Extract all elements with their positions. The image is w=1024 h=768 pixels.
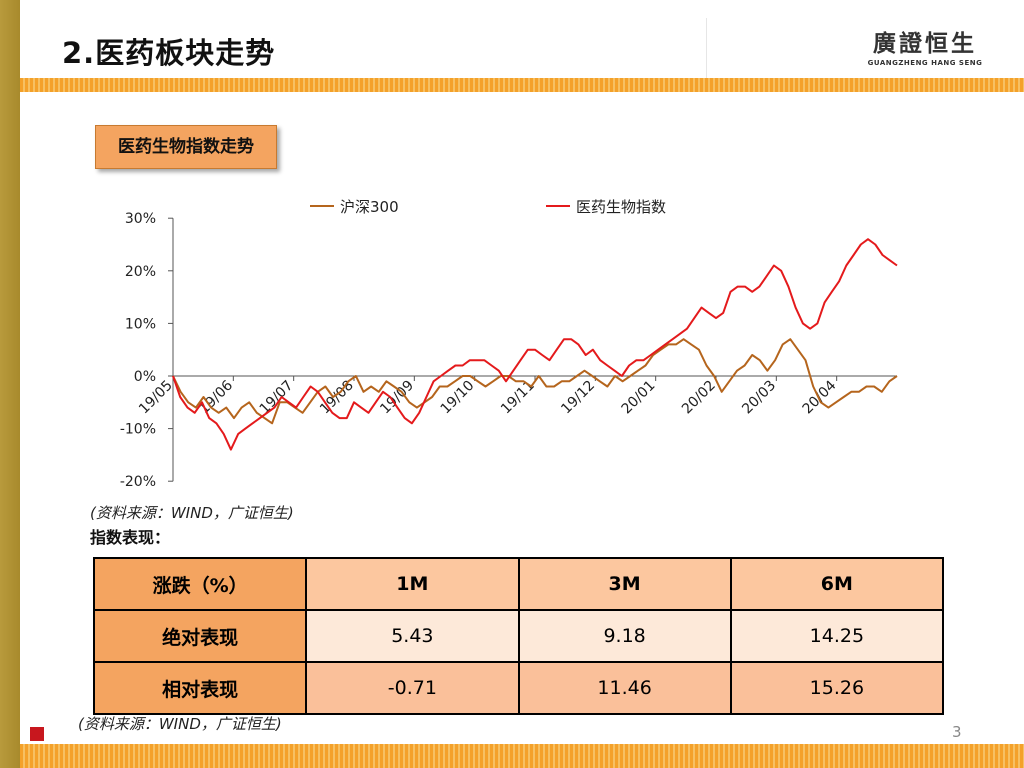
- table-header-cell: 涨跌（%）: [92, 557, 308, 611]
- y-tick-label: 0%: [134, 369, 156, 385]
- performance-title: 指数表现：: [90, 528, 171, 547]
- table-header-row: 涨跌（%） 1M 3M 6M: [92, 557, 945, 611]
- performance-table: 涨跌（%） 1M 3M 6M 绝对表现 5.43 9.18 14.25 相对表现…: [92, 557, 945, 715]
- table-header-cell: 1M: [305, 557, 520, 611]
- footer-stripe: [20, 744, 1024, 768]
- x-tick-label: 20/02: [679, 378, 719, 418]
- page-number: 3: [952, 723, 962, 741]
- table-cell: 9.18: [517, 609, 732, 663]
- table-cell: 15.26: [729, 661, 945, 715]
- logo-english-text: GUANGZHENG HANG SENG: [867, 59, 983, 67]
- table-cell: -0.71: [305, 661, 520, 715]
- y-tick-label: 10%: [125, 316, 156, 332]
- table-cell: 11.46: [517, 661, 732, 715]
- table-header-cell: 3M: [517, 557, 732, 611]
- legend-label: 医药生物指数: [576, 198, 666, 216]
- company-logo: 廣證恒生 GUANGZHENG HANG SENG: [850, 30, 1000, 67]
- x-tick-label: 19/11: [498, 378, 538, 418]
- left-accent-bar: [0, 0, 20, 768]
- table-cell: 14.25: [729, 609, 945, 663]
- x-tick-label: 19/10: [438, 378, 478, 418]
- x-tick-label: 19/09: [377, 378, 417, 418]
- table-header-cell: 6M: [729, 557, 945, 611]
- row-label: 相对表现: [92, 661, 308, 715]
- footer-red-square: [30, 727, 44, 741]
- logo-chinese-text: 廣證恒生: [873, 31, 977, 57]
- logo-separator: [706, 18, 707, 78]
- x-tick-label: 20/04: [800, 377, 840, 417]
- series-line: [172, 238, 898, 451]
- legend-label: 沪深300: [340, 198, 399, 216]
- y-tick-label: 20%: [125, 264, 156, 280]
- table-cell: 5.43: [305, 609, 520, 663]
- x-tick-label: 20/03: [739, 378, 779, 418]
- y-tick-label: -10%: [120, 422, 156, 438]
- row-label: 绝对表现: [92, 609, 308, 663]
- table-row: 相对表现 -0.71 11.46 15.26: [92, 661, 945, 715]
- table-row: 绝对表现 5.43 9.18 14.25: [92, 609, 945, 663]
- y-tick-label: -20%: [120, 474, 156, 490]
- section-label: 医药生物指数走势: [95, 125, 277, 169]
- footer-source-note: (资料来源：WIND，广证恒生): [78, 715, 282, 733]
- y-tick-label: 30%: [125, 211, 156, 227]
- page-title: 2.医药板块走势: [62, 36, 276, 70]
- header-stripe: [20, 78, 1024, 92]
- chart-source-note: (资料来源：WIND，广证恒生): [90, 504, 294, 522]
- x-tick-label: 19/12: [558, 378, 598, 418]
- x-tick-label: 20/01: [619, 378, 659, 418]
